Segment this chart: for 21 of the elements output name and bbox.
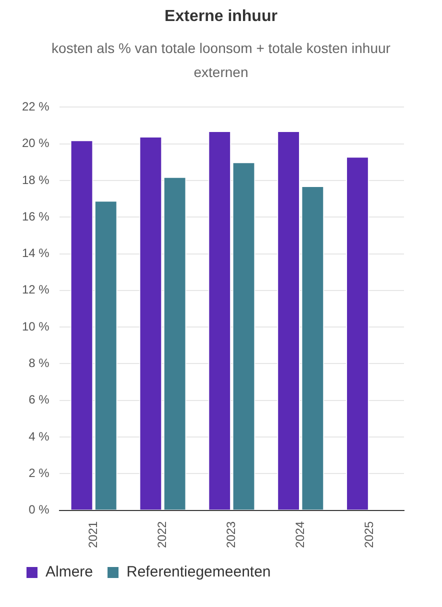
x-tick-label: 2025 — [362, 520, 376, 548]
legend-label: Almere — [46, 564, 94, 581]
x-tick-label: 2021 — [86, 520, 100, 548]
y-tick-label: 14 % — [22, 246, 50, 260]
y-tick-label: 0 % — [28, 502, 50, 517]
y-tick-label: 2 % — [28, 466, 50, 480]
chart-title: Externe inhuur — [164, 8, 278, 26]
chart-subtitle: kosten als % van totale loonsom + totale kosten inhuur externen — [50, 39, 392, 82]
y-tick-label: 4 % — [28, 429, 50, 444]
legend-label: Referentiegemeenten — [126, 564, 271, 581]
x-tick-label: 2023 — [224, 520, 238, 548]
y-tick-label: 12 % — [22, 282, 50, 297]
y-tick-label: 22 % — [22, 100, 50, 114]
y-tick-label: 18 % — [22, 172, 50, 187]
y-tick-label: 20 % — [22, 136, 50, 150]
y-tick-label: 6 % — [28, 392, 50, 407]
y-tick-label: 8 % — [28, 356, 50, 370]
y-tick-label: 10 % — [22, 319, 50, 334]
y-tick-label: 16 % — [22, 209, 50, 224]
x-tick-label: 2022 — [155, 520, 170, 548]
x-tick-label: 2024 — [292, 520, 307, 548]
